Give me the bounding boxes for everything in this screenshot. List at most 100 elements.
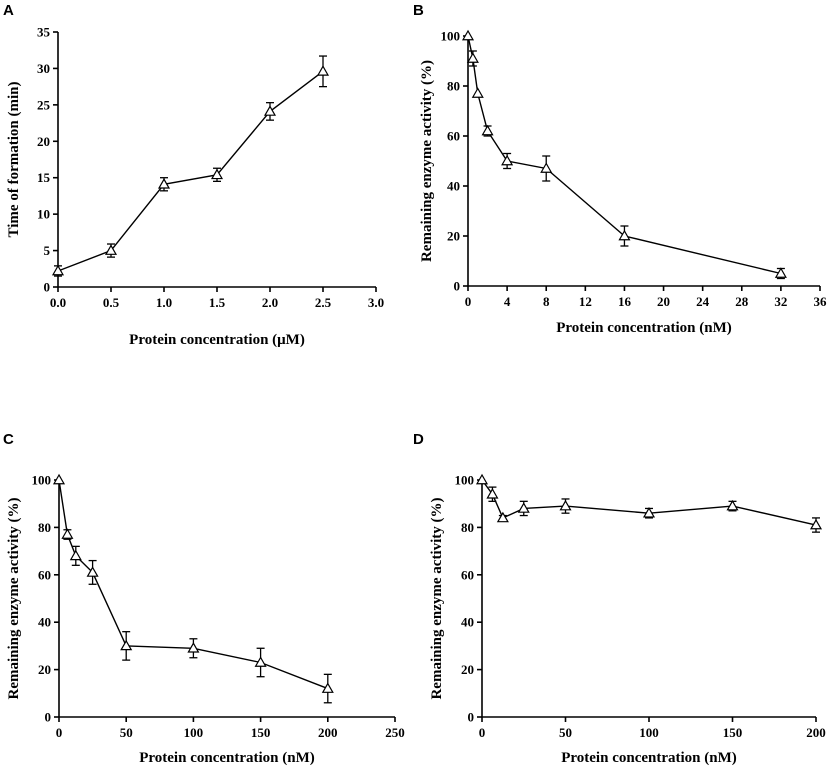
x-tick-label: 0.5: [103, 295, 120, 310]
x-tick-label: 2.0: [262, 295, 278, 310]
chart-panel-b: B 0 4 8 12 16 20 24 28 32 36 0 20 40 60 80 100 Protein c…: [413, 2, 827, 336]
series-line: [467, 35, 782, 275]
data-point-marker: [51, 264, 65, 276]
series-line: [57, 70, 324, 272]
data-point-marker: [461, 29, 475, 41]
data-point-marker: [263, 105, 277, 116]
x-tick-label: 3.0: [368, 295, 384, 310]
x-tick-label: 20: [657, 294, 670, 309]
x-tick-label: 0: [56, 725, 63, 740]
chart-panel-d: D 0 50 100 150 200 0 20 40 60 80 100 Protein concen…: [413, 431, 826, 766]
x-tick-label: 0: [479, 725, 486, 740]
data-point-marker: [501, 154, 514, 166]
chart-panel-a: A 0.0 0.5 1.0 1.5 2.0 2.5 3.0 0 5 10 15 20 25 30 35 Pro…: [3, 2, 384, 348]
y-tick-label: 20: [447, 229, 460, 244]
y-tick-label: 0: [468, 710, 475, 725]
y-tick-label: 10: [37, 207, 50, 222]
data-point-marker: [642, 506, 656, 518]
data-point-marker: [540, 162, 553, 173]
panel-letter-c: C: [3, 431, 14, 448]
data-point-marker: [809, 518, 823, 530]
data-point-marker: [52, 473, 66, 485]
data-point-marker: [61, 528, 74, 539]
data-point-marker: [69, 549, 82, 561]
x-tick-label: 4: [504, 294, 511, 309]
y-tick-label: 20: [37, 134, 50, 149]
y-tick-label: 60: [447, 129, 460, 144]
x-tick-label: 32: [774, 294, 787, 309]
x-tick-label: 28: [735, 294, 749, 309]
x-axis-title: Protein concentration (nM): [139, 750, 315, 766]
x-tick-label: 200: [318, 725, 338, 740]
y-tick-label: 40: [461, 615, 474, 630]
data-point-marker: [517, 502, 530, 513]
y-tick-label: 60: [461, 567, 474, 582]
data-point-marker: [104, 244, 118, 255]
x-tick-label: 150: [251, 725, 271, 740]
x-axis-title: Protein concentration (nM): [556, 320, 732, 336]
x-tick-label: 0: [465, 294, 472, 309]
y-tick-label: 60: [38, 567, 51, 582]
x-tick-label: 24: [696, 294, 710, 309]
y-tick-label: 100: [455, 473, 475, 488]
data-point-marker: [618, 229, 631, 241]
data-point-marker: [157, 178, 171, 189]
chart-panel-c: C 0 50 100 150 200 250 0 20 40 60 80 100 Protein con…: [3, 431, 405, 766]
x-tick-label: 250: [385, 725, 405, 740]
y-tick-label: 100: [32, 473, 52, 488]
data-point-marker: [316, 65, 330, 76]
data-point-marker: [321, 682, 334, 693]
data-point-marker: [466, 52, 479, 63]
data-point-marker: [187, 642, 200, 653]
y-axis-title: Remaining enzyme activity (%): [429, 497, 445, 699]
x-tick-label: 100: [639, 725, 659, 740]
y-tick-label: 80: [447, 79, 460, 94]
x-tick-label: 1.0: [156, 295, 172, 310]
y-tick-label: 20: [461, 662, 474, 677]
y-tick-label: 0: [454, 279, 461, 294]
x-tick-label: 100: [184, 725, 204, 740]
y-tick-label: 5: [44, 243, 51, 258]
data-point-marker: [475, 473, 489, 485]
data-point-marker: [726, 499, 739, 511]
y-tick-label: 80: [461, 520, 474, 535]
x-tick-label: 50: [559, 725, 572, 740]
y-tick-label: 25: [37, 97, 51, 112]
x-tick-label: 12: [579, 294, 592, 309]
data-point-marker: [496, 511, 509, 523]
data-point-marker: [486, 488, 499, 499]
y-tick-label: 15: [37, 170, 51, 185]
panel-letter-a: A: [3, 2, 14, 19]
x-tick-label: 50: [120, 725, 133, 740]
y-tick-label: 80: [38, 520, 51, 535]
data-point-marker: [471, 87, 484, 98]
x-tick-label: 0.0: [50, 295, 66, 310]
x-axis-title: Protein concentration (μM): [129, 332, 305, 348]
y-tick-label: 35: [37, 25, 51, 40]
x-tick-label: 150: [723, 725, 743, 740]
data-point-marker: [86, 566, 99, 577]
y-axis-title: Time of formation (min): [6, 82, 22, 238]
y-axis-title: Remaining enzyme activity (%): [6, 497, 22, 699]
x-axis-title: Protein concentration (nM): [561, 750, 737, 766]
data-point-marker: [774, 267, 787, 278]
x-tick-label: 16: [618, 294, 632, 309]
y-tick-label: 30: [37, 61, 50, 76]
x-tick-label: 2.5: [315, 295, 332, 310]
data-point-marker: [481, 124, 494, 136]
x-tick-label: 36: [814, 294, 828, 309]
panel-letter-d: D: [413, 431, 424, 448]
x-tick-label: 8: [543, 294, 550, 309]
data-point-marker: [254, 656, 267, 667]
y-tick-label: 100: [441, 29, 461, 44]
y-tick-label: 0: [45, 710, 52, 725]
data-point-marker: [559, 499, 572, 511]
y-tick-label: 40: [447, 179, 460, 194]
y-axis-title: Remaining enzyme activity (%): [419, 60, 435, 262]
data-point-marker: [210, 168, 224, 180]
x-tick-label: 1.5: [209, 295, 226, 310]
y-tick-label: 0: [44, 280, 51, 295]
x-tick-label: 200: [806, 725, 826, 740]
y-tick-label: 20: [38, 662, 51, 677]
